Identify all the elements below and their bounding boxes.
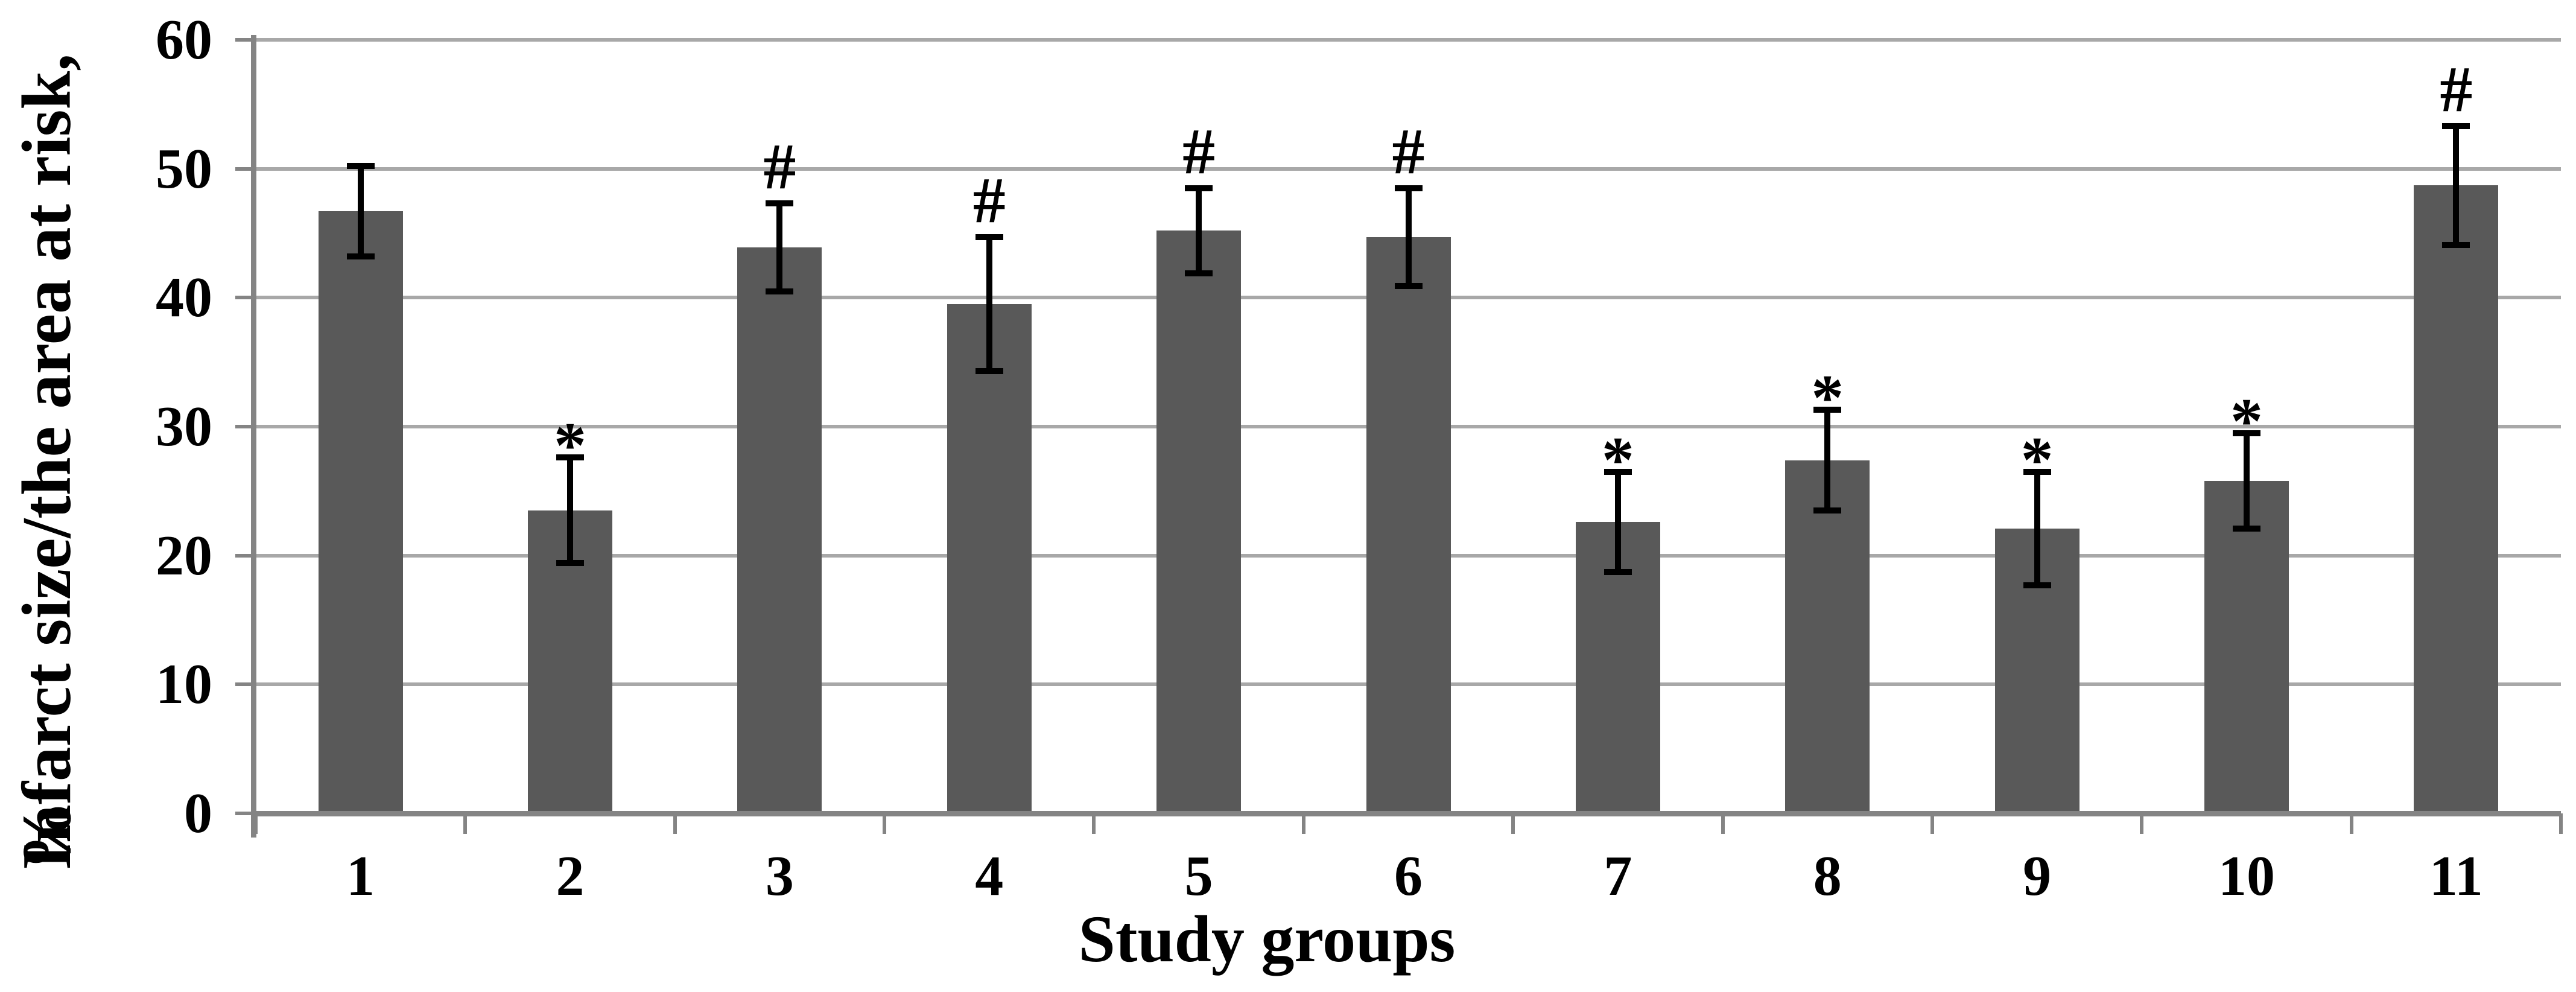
- y-tick: [235, 553, 256, 558]
- y-tick: [235, 38, 256, 42]
- error-cap-bottom: [2232, 525, 2260, 532]
- error-cap-top: [2442, 123, 2470, 130]
- error-bar: [567, 457, 574, 564]
- bar: [947, 304, 1032, 813]
- x-tick: [463, 813, 468, 834]
- x-tick-label: 10: [2218, 845, 2275, 908]
- error-cap-bottom: [975, 368, 1003, 375]
- x-tick: [2349, 813, 2353, 834]
- x-tick-label: 6: [1394, 845, 1423, 908]
- gridline: [256, 38, 2561, 42]
- error-bar: [2243, 433, 2250, 529]
- x-tick: [883, 813, 887, 834]
- error-cap-bottom: [2023, 582, 2051, 588]
- bar: [1785, 460, 1870, 813]
- significance-marker: *: [1811, 362, 1844, 434]
- x-tick: [1721, 813, 1725, 834]
- y-tick: [235, 425, 256, 428]
- bar: [737, 247, 822, 813]
- error-bar: [357, 166, 364, 256]
- x-tick: [673, 813, 677, 834]
- error-cap-top: [975, 234, 1003, 240]
- bar: [318, 211, 403, 813]
- error-cap-top: [1394, 185, 1423, 191]
- bar: [1156, 231, 1242, 813]
- bar: [2414, 185, 2499, 813]
- y-tick-label: 40: [156, 266, 212, 329]
- error-cap-top: [2023, 468, 2051, 475]
- y-tick: [235, 812, 256, 815]
- error-bar: [776, 203, 783, 291]
- error-bar: [2453, 126, 2460, 245]
- x-tick-label: 7: [1604, 845, 1632, 908]
- x-tick: [1092, 813, 1096, 834]
- significance-marker: #: [763, 131, 796, 203]
- significance-marker: *: [1601, 424, 1634, 496]
- x-tick-label: 5: [1184, 845, 1213, 908]
- x-tick-label: 11: [2429, 845, 2483, 908]
- gridline: [256, 167, 2561, 171]
- y-tick-label: 60: [156, 8, 212, 71]
- error-cap-top: [2232, 430, 2260, 436]
- error-bar: [1405, 188, 1412, 287]
- x-axis-line: [251, 811, 2561, 816]
- x-tick-label: 8: [1813, 845, 1842, 908]
- x-tick-label: 4: [975, 845, 1004, 908]
- error-cap-top: [346, 163, 375, 170]
- x-tick-label: 1: [346, 845, 375, 908]
- significance-marker: #: [972, 164, 1006, 237]
- error-cap-bottom: [1813, 507, 1842, 513]
- significance-marker: #: [1182, 115, 1216, 188]
- y-axis-title-line2: %: [8, 801, 85, 870]
- x-tick-label: 9: [2023, 845, 2052, 908]
- error-cap-bottom: [1394, 283, 1423, 290]
- significance-marker: *: [554, 410, 587, 482]
- y-tick-label: 20: [156, 524, 212, 587]
- error-bar: [2034, 471, 2040, 585]
- error-cap-top: [1185, 185, 1213, 191]
- y-axis-title-line1: Infarct size/the area at risk,: [8, 53, 85, 870]
- x-tick: [1930, 813, 1934, 834]
- x-tick: [1511, 813, 1515, 834]
- y-tick: [235, 167, 256, 171]
- y-tick-label: 10: [156, 653, 212, 716]
- error-bar: [1196, 188, 1202, 273]
- bar: [1366, 237, 1451, 813]
- x-tick: [2140, 813, 2144, 834]
- x-axis-title: Study groups: [1078, 902, 1456, 976]
- error-cap-bottom: [2442, 241, 2470, 248]
- significance-marker: *: [2230, 385, 2263, 457]
- y-tick: [235, 682, 256, 687]
- error-cap-bottom: [1185, 270, 1213, 276]
- error-cap-top: [1604, 468, 1632, 475]
- x-tick-label: 3: [765, 845, 794, 908]
- x-tick-label: 2: [556, 845, 585, 908]
- significance-marker: *: [2020, 424, 2054, 496]
- error-cap-bottom: [556, 560, 585, 567]
- error-cap-bottom: [346, 253, 375, 259]
- significance-marker: #: [1392, 115, 1425, 188]
- error-cap-top: [766, 200, 794, 207]
- error-cap-bottom: [1604, 569, 1632, 576]
- error-bar: [986, 237, 992, 372]
- error-bar: [1614, 471, 1621, 573]
- error-cap-bottom: [766, 288, 794, 294]
- error-bar: [1824, 410, 1831, 510]
- y-tick-label: 50: [156, 137, 212, 200]
- bar: [2204, 480, 2289, 813]
- x-tick: [1301, 813, 1305, 834]
- y-axis-line: [251, 35, 256, 838]
- x-tick: [2559, 813, 2563, 834]
- y-tick: [235, 296, 256, 300]
- significance-marker: #: [2440, 54, 2473, 126]
- y-tick-label: 0: [184, 782, 212, 845]
- error-cap-top: [1813, 407, 1842, 413]
- error-cap-top: [556, 454, 585, 461]
- y-tick-label: 30: [156, 395, 212, 458]
